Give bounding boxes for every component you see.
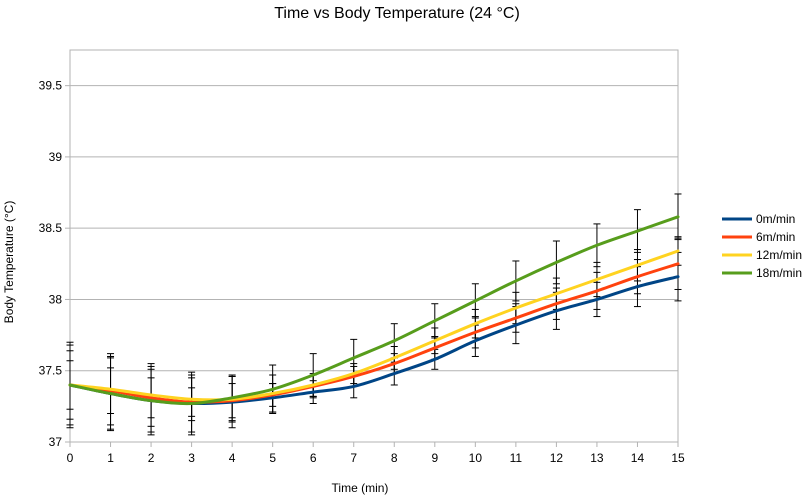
legend-label: 12m/min [756, 248, 802, 262]
legend-label: 0m/min [756, 212, 795, 226]
legend-label: 18m/min [756, 266, 802, 280]
x-tick-label: 2 [148, 451, 155, 465]
x-tick-label: 13 [590, 451, 604, 465]
x-tick-label: 15 [671, 451, 685, 465]
x-tick-label: 3 [188, 451, 195, 465]
x-tick-label: 8 [391, 451, 398, 465]
x-tick-label: 7 [350, 451, 357, 465]
y-tick-label: 37.5 [39, 364, 63, 378]
x-tick-label: 10 [469, 451, 483, 465]
y-tick-label: 37 [49, 435, 63, 449]
series-line [68, 215, 680, 406]
x-tick-label: 5 [269, 451, 276, 465]
y-tick-label: 39.5 [39, 79, 63, 93]
x-tick-label: 14 [631, 451, 645, 465]
x-tick-label: 12 [550, 451, 564, 465]
y-tick-label: 38.5 [39, 221, 63, 235]
x-tick-label: 6 [310, 451, 317, 465]
series-line [68, 262, 680, 404]
y-tick-label: 39 [49, 150, 63, 164]
grid-lines [70, 85, 678, 443]
x-tick-label: 1 [107, 451, 114, 465]
x-tick-label: 11 [510, 451, 523, 465]
x-tick-label: 9 [431, 451, 438, 465]
y-axis-label: Body Temperature (°C) [2, 201, 16, 324]
chart-title: Time vs Body Temperature (24 °C) [274, 5, 520, 22]
x-tick-label: 4 [229, 451, 236, 465]
plot-area-border [69, 49, 679, 443]
x-axis-label: Time (min) [332, 481, 389, 495]
legend-label: 6m/min [756, 230, 795, 244]
x-tick-label: 0 [67, 451, 74, 465]
series-lines [68, 215, 680, 406]
series-line [68, 249, 680, 402]
legend: 0m/min 6m/min 12m/min 18m/min [722, 212, 802, 280]
y-tick-label: 38 [49, 292, 63, 306]
